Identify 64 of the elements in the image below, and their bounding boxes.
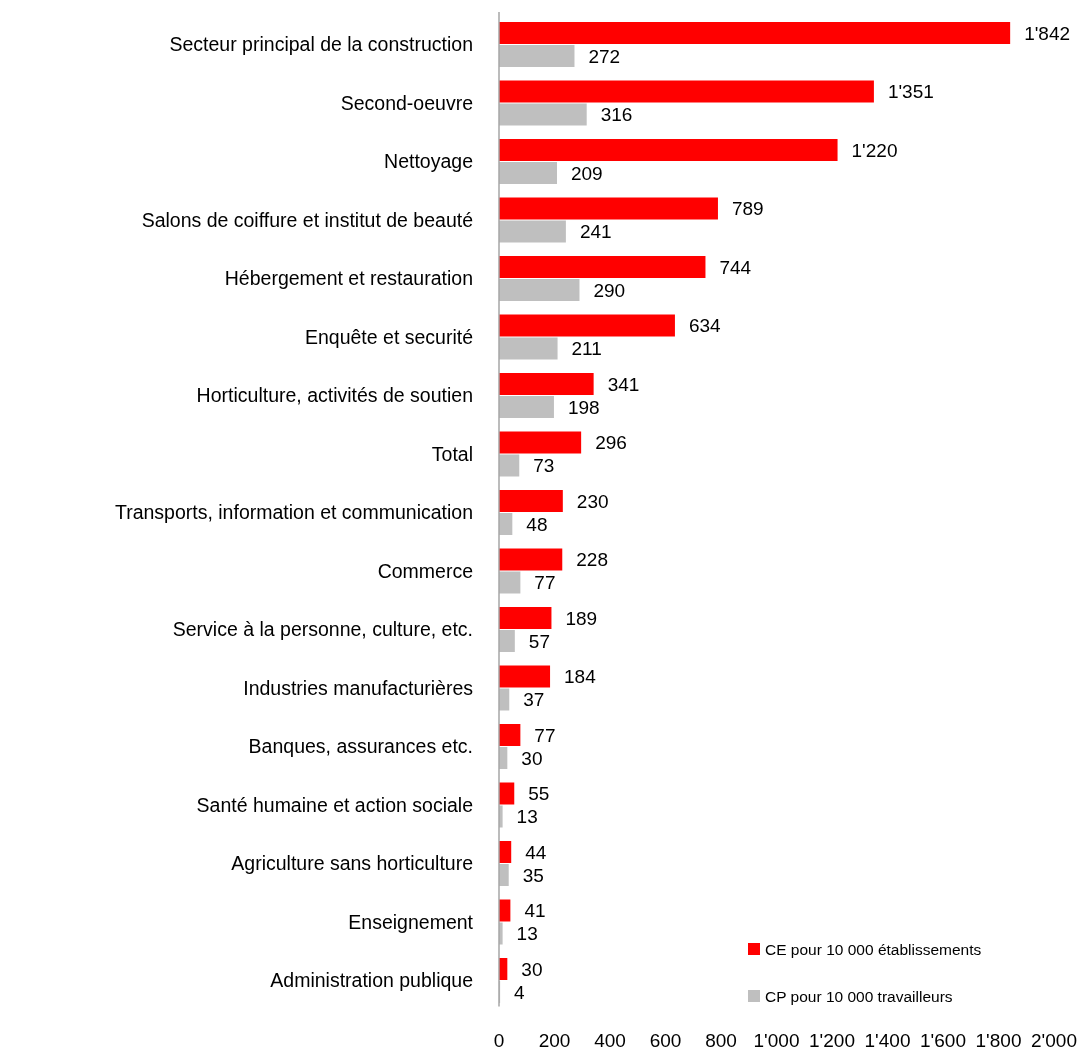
data-label: 272 (588, 45, 621, 67)
data-label: 77 (534, 572, 556, 593)
y-tick-label: Salons de coiffure et institut de beauté (141, 208, 473, 231)
data-label: 30 (521, 747, 543, 769)
y-tick-label: Administration publique (270, 969, 473, 991)
x-tick-label: 2'000 (1031, 1029, 1077, 1051)
y-tick-label: Commerce (377, 559, 473, 582)
x-tick-label: 1'200 (809, 1029, 855, 1051)
y-tick-label: Transports, information et communication (114, 501, 473, 523)
data-label: 211 (571, 338, 602, 359)
y-tick-label: Service à la personne, culture, etc. (172, 618, 473, 640)
data-label: 13 (516, 806, 538, 827)
y-tick-label: Nettoyage (384, 150, 473, 172)
data-label: 41 (524, 900, 546, 921)
x-tick-label: 200 (538, 1029, 571, 1051)
x-tick-label: 1'400 (864, 1029, 911, 1051)
data-label: 77 (534, 724, 556, 746)
legend-label: CE pour 10 000 établissements (765, 940, 982, 958)
data-label: 4 (514, 981, 526, 1003)
data-label: 73 (533, 455, 555, 476)
data-label: 1'842 (1024, 22, 1071, 44)
data-label: 184 (564, 666, 597, 687)
y-tick-label: Santé humaine et action sociale (196, 793, 473, 816)
x-tick-label: 400 (594, 1029, 626, 1051)
y-tick-label: Banques, assurances etc. (248, 735, 473, 757)
data-label: 209 (571, 162, 603, 184)
data-label: 316 (600, 104, 633, 125)
data-label: 290 (593, 279, 626, 301)
data-label: 198 (567, 396, 600, 418)
y-tick-label: Secteur principal de la construction (169, 33, 473, 55)
data-label: 228 (576, 549, 608, 570)
data-label: 44 (525, 841, 547, 863)
x-tick-label: 1'000 (753, 1029, 800, 1051)
x-tick-label: 0 (493, 1029, 505, 1051)
data-label: 230 (576, 490, 609, 512)
data-label: 37 (523, 689, 545, 710)
data-label: 1'351 (887, 81, 934, 102)
y-tick-label: Hébergement et restauration (224, 267, 473, 289)
x-tick-label: 1'600 (920, 1029, 966, 1051)
data-label: 1'220 (851, 139, 898, 161)
data-label: 789 (731, 198, 764, 219)
data-label: 241 (579, 221, 612, 242)
data-label: 55 (528, 783, 550, 804)
data-label: 35 (522, 864, 544, 886)
y-tick-label: Second-oeuvre (340, 91, 473, 114)
data-label: 744 (719, 256, 752, 278)
data-label: 13 (516, 923, 538, 944)
y-tick-label: Agriculture sans horticulture (231, 852, 473, 874)
y-tick-label: Horticulture, activités de soutien (196, 384, 473, 406)
data-label: 341 (607, 373, 640, 395)
data-label: 57 (528, 630, 550, 652)
data-label: 634 (688, 315, 722, 336)
x-tick-label: 600 (649, 1029, 682, 1051)
y-tick-label: Enseignement (348, 910, 474, 933)
data-label: 296 (595, 432, 627, 453)
y-tick-label: Industries manufacturières (243, 676, 474, 699)
legend-label: CP pour 10 000 travailleurs (765, 987, 953, 1005)
y-tick-label: Total (431, 442, 473, 465)
data-label: 30 (521, 958, 543, 980)
y-tick-label: Enquête et securité (304, 325, 473, 348)
x-tick-label: 1'800 (975, 1029, 1022, 1051)
data-label: 189 (565, 607, 598, 629)
data-label: 48 (526, 513, 548, 535)
x-tick-label: 800 (705, 1029, 737, 1051)
